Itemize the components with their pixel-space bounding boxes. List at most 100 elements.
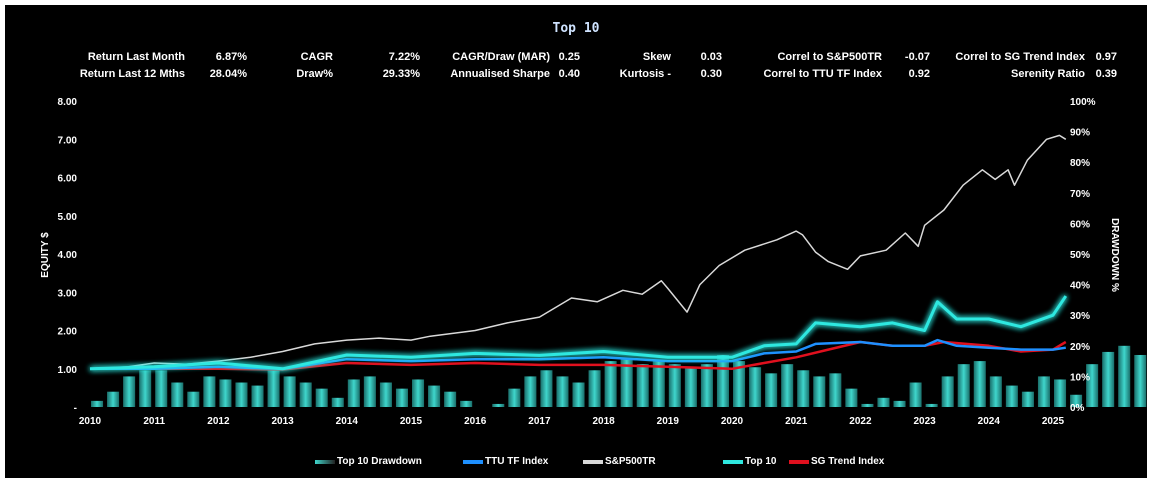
y2-axis-label: DRAWDOWN % bbox=[1109, 218, 1120, 292]
x-tick: 2023 bbox=[913, 416, 936, 427]
chart-frame: - 1.00 2.00 3.00 4.00 5.00 6.00 7.00 8.00 0% 10% 20… bbox=[5, 5, 1147, 478]
y2-tick: 0% bbox=[1070, 403, 1085, 414]
drawdown-bar bbox=[235, 382, 248, 407]
drawdown-bar bbox=[845, 388, 858, 407]
drawdown-bar bbox=[1070, 394, 1083, 407]
drawdown-bar bbox=[1005, 385, 1018, 407]
x-tick: 2017 bbox=[528, 416, 551, 427]
drawdown-bar bbox=[733, 361, 746, 407]
drawdown-bar bbox=[556, 376, 569, 407]
chart-svg: - 1.00 2.00 3.00 4.00 5.00 6.00 7.00 8.00 0% 10% 20… bbox=[40, 97, 1147, 427]
drawdown-bar bbox=[1086, 364, 1099, 407]
stat-value: -0.07 bbox=[904, 51, 930, 63]
stat-label: CAGR bbox=[300, 51, 333, 63]
x-tick: 2015 bbox=[400, 416, 423, 427]
stat-value: 6.87% bbox=[215, 51, 247, 63]
stat-label: Return Last Month bbox=[87, 51, 185, 63]
stat-value: 0.97 bbox=[1095, 51, 1117, 63]
y2-tick: 100% bbox=[1070, 97, 1096, 108]
drawdown-bar bbox=[909, 382, 922, 407]
stat-label: Kurtosis - bbox=[619, 68, 671, 80]
stat-value: 0.92 bbox=[908, 68, 930, 80]
drawdown-bar bbox=[797, 370, 810, 407]
y-tick: 8.00 bbox=[58, 97, 78, 108]
legend-item: S&P500TR bbox=[583, 456, 656, 467]
x-tick: 2012 bbox=[207, 416, 230, 427]
drawdown-bar bbox=[668, 364, 681, 407]
stat-value: 0.30 bbox=[700, 68, 722, 80]
drawdown-bar bbox=[636, 364, 649, 407]
y2-tick: 40% bbox=[1070, 281, 1090, 292]
drawdown-bar bbox=[829, 373, 842, 407]
stat-label: Correl to SG Trend Index bbox=[955, 51, 1085, 63]
drawdown-bar bbox=[684, 367, 697, 407]
drawdown-bar bbox=[379, 382, 392, 407]
drawdown-bar bbox=[492, 403, 505, 407]
stat-value: 29.33% bbox=[382, 68, 420, 80]
drawdown-bar bbox=[251, 385, 264, 407]
drawdown-bar bbox=[893, 400, 906, 407]
drawdown-bar bbox=[1118, 345, 1131, 407]
drawdown-bar bbox=[765, 373, 778, 407]
drawdown-bar bbox=[588, 370, 601, 407]
legend-swatch bbox=[315, 459, 335, 464]
x-tick: 2021 bbox=[785, 416, 808, 427]
drawdown-bar bbox=[508, 388, 521, 407]
x-tick: 2025 bbox=[1042, 416, 1065, 427]
stat-value: 28.04% bbox=[209, 68, 247, 80]
series-line-top-10 bbox=[89, 295, 1068, 371]
drawdown-bar bbox=[652, 361, 665, 407]
drawdown-bar bbox=[781, 364, 794, 407]
legend-item: Top 10 bbox=[723, 456, 776, 467]
drawdown-bar bbox=[989, 376, 1002, 407]
legend-item: TTU TF Index bbox=[463, 456, 548, 467]
stat-label: Return Last 12 Mths bbox=[79, 68, 185, 80]
stat-label: Draw% bbox=[296, 68, 333, 80]
drawdown-bar bbox=[700, 364, 713, 407]
y-tick: 4.00 bbox=[58, 250, 78, 261]
drawdown-bar bbox=[171, 382, 184, 407]
drawdown-bar bbox=[813, 376, 826, 407]
drawdown-bar bbox=[540, 370, 553, 407]
y-tick: - bbox=[74, 403, 77, 414]
drawdown-bar bbox=[572, 382, 585, 407]
drawdown-bar bbox=[428, 385, 441, 407]
legend-swatch bbox=[463, 459, 483, 464]
y-tick: 1.00 bbox=[58, 365, 78, 376]
drawdown-bar bbox=[123, 376, 136, 407]
y-tick: 7.00 bbox=[58, 135, 78, 146]
legend-item: SG Trend Index bbox=[789, 456, 884, 467]
drawdown-bar bbox=[604, 361, 617, 407]
drawdown-bar bbox=[941, 376, 954, 407]
legend-swatch bbox=[723, 459, 743, 464]
legend-label: TTU TF Index bbox=[485, 456, 549, 467]
drawdown-bar bbox=[524, 376, 537, 407]
stat-value: 0.39 bbox=[1095, 68, 1117, 80]
drawdown-bar bbox=[331, 397, 344, 407]
drawdown-bar bbox=[957, 364, 970, 407]
drawdown-bar bbox=[187, 391, 200, 407]
series-line-s-p500tr bbox=[89, 134, 1067, 370]
drawdown-bar bbox=[1037, 376, 1050, 407]
stat-value: 0.40 bbox=[558, 68, 580, 80]
legend-swatch bbox=[583, 459, 603, 464]
x-tick: 2010 bbox=[79, 416, 102, 427]
drawdown-bar bbox=[267, 370, 280, 407]
y2-tick: 30% bbox=[1070, 311, 1090, 322]
drawdown-bar bbox=[363, 376, 376, 407]
stat-label: Skew bbox=[642, 51, 671, 63]
drawdown-bar bbox=[155, 370, 168, 407]
y2-tick: 10% bbox=[1070, 372, 1090, 383]
y-tick: 6.00 bbox=[58, 174, 78, 185]
drawdown-bar bbox=[91, 400, 104, 407]
drawdown-bar bbox=[315, 388, 328, 407]
y-tick: 2.00 bbox=[58, 327, 78, 338]
drawdown-bar bbox=[973, 361, 986, 407]
series-line-sg-trend-index bbox=[90, 340, 1067, 371]
drawdown-bar bbox=[1054, 379, 1067, 407]
y-tick: 5.00 bbox=[58, 212, 78, 223]
drawdown-bar bbox=[620, 358, 633, 407]
x-tick: 2024 bbox=[978, 416, 1001, 427]
legend-label: S&P500TR bbox=[605, 456, 656, 467]
drawdown-bar bbox=[347, 379, 360, 407]
